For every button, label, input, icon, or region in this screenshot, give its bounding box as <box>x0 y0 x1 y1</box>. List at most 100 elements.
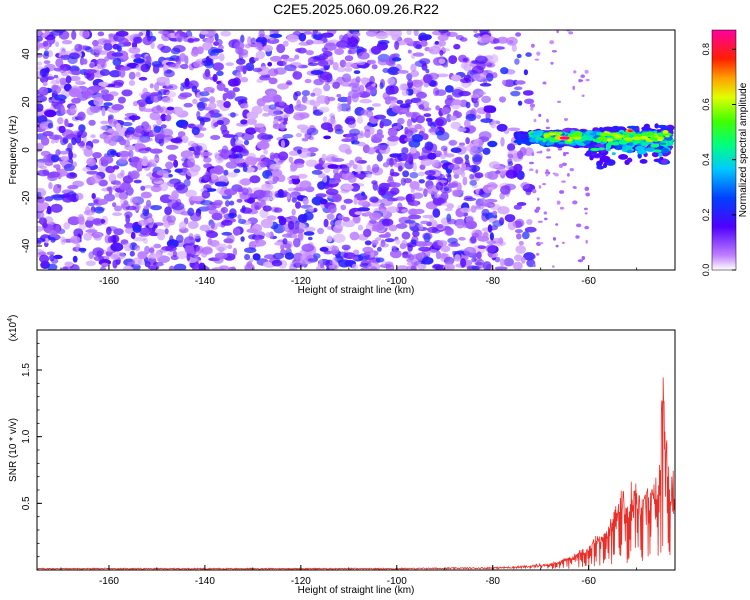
heatmap-cell <box>326 179 339 185</box>
heatmap-cell <box>410 63 417 72</box>
heatmap-cell <box>48 182 53 190</box>
heatmap-y-tick-label: -20 <box>21 190 32 205</box>
heatmap-x-tick-label: -60 <box>581 276 596 287</box>
heatmap-cell <box>271 169 283 177</box>
heatmap-cell <box>524 226 537 233</box>
heatmap-cell <box>406 30 412 36</box>
heatmap-cell <box>83 209 95 216</box>
heatmap-cell <box>175 234 184 243</box>
snr-x-axis-label: Height of straight line (km) <box>298 585 415 596</box>
heatmap-cell <box>94 47 103 54</box>
heatmap-cell <box>578 79 584 82</box>
heatmap-cell <box>514 229 523 234</box>
heatmap-cell <box>360 48 367 53</box>
heatmap-cell <box>142 155 148 166</box>
heatmap-cell <box>439 253 448 259</box>
heatmap-signal-cell <box>625 137 633 142</box>
heatmap-cell <box>221 219 233 226</box>
heatmap-cell <box>210 89 215 94</box>
heatmap-signal-cell <box>613 141 619 145</box>
heatmap-cell <box>564 118 568 121</box>
heatmap-cell <box>196 116 204 121</box>
heatmap-cell <box>447 237 458 244</box>
heatmap-cell <box>327 126 334 133</box>
heatmap-cell <box>92 247 104 257</box>
heatmap-cell <box>413 208 425 214</box>
heatmap-cell <box>389 157 394 168</box>
heatmap-cell <box>585 239 588 244</box>
heatmap-signal-cell <box>640 135 648 140</box>
heatmap-cell <box>556 30 560 34</box>
heatmap-cell <box>428 127 440 133</box>
heatmap-cell <box>256 140 270 150</box>
heatmap-cell <box>395 223 408 229</box>
heatmap-cell <box>220 206 229 214</box>
heatmap-y-tick-label: 20 <box>21 96 32 108</box>
snr-x-tick-label: -140 <box>195 576 215 587</box>
heatmap-cell <box>44 109 57 118</box>
heatmap-cell <box>453 43 461 50</box>
heatmap-cell <box>159 181 169 192</box>
heatmap-cell <box>102 93 114 102</box>
heatmap-cell <box>559 190 565 194</box>
heatmap-cell <box>577 259 584 263</box>
heatmap-cell <box>82 145 93 153</box>
heatmap-cell <box>229 208 237 217</box>
heatmap-cell <box>37 237 46 243</box>
heatmap-cell <box>239 103 249 109</box>
heatmap-cell <box>487 140 498 148</box>
heatmap-cell <box>296 99 302 109</box>
heatmap-cell <box>404 137 413 142</box>
heatmap-cell <box>410 70 420 78</box>
heatmap-cell <box>375 237 382 242</box>
heatmap-cell <box>336 67 346 73</box>
heatmap-cell <box>192 196 204 202</box>
heatmap-cell <box>538 242 544 245</box>
heatmap-cell <box>102 39 112 44</box>
heatmap-cell <box>130 196 139 204</box>
heatmap-cell <box>47 263 58 270</box>
heatmap-signal-cell <box>605 148 611 152</box>
heatmap-cell <box>456 224 464 229</box>
heatmap-cell <box>73 228 84 238</box>
heatmap-cell <box>215 243 228 252</box>
heatmap-cell <box>585 78 590 82</box>
heatmap-cell <box>214 33 219 42</box>
heatmap-cell <box>482 147 491 155</box>
heatmap-cell <box>465 101 471 109</box>
heatmap-cell <box>307 62 319 67</box>
snr-x-tick-label: -60 <box>581 576 596 587</box>
heatmap-cell <box>348 82 360 88</box>
heatmap-cell <box>412 253 423 260</box>
heatmap-signal-cell <box>557 131 563 135</box>
heatmap-cell <box>469 179 478 186</box>
heatmap-cell <box>239 148 250 157</box>
heatmap-cell <box>84 46 93 53</box>
heatmap-cell <box>49 134 62 140</box>
heatmap-signal-cell <box>596 165 605 170</box>
heatmap-cell <box>412 192 424 199</box>
heatmap-cell <box>131 156 140 163</box>
heatmap-cell <box>403 153 414 162</box>
heatmap-cell <box>530 107 534 111</box>
heatmap-cell <box>245 127 257 135</box>
heatmap-cell <box>362 246 374 254</box>
heatmap-cell <box>187 207 195 217</box>
heatmap-cell <box>82 166 91 172</box>
heatmap-cell <box>572 85 576 91</box>
heatmap-cell <box>132 128 145 138</box>
heatmap-cell <box>165 144 179 150</box>
heatmap-cell <box>140 63 151 73</box>
heatmap-cell <box>294 163 305 169</box>
heatmap-cell <box>103 193 116 202</box>
heatmap-cell <box>464 259 473 266</box>
heatmap-cell <box>124 222 135 229</box>
heatmap-cell <box>310 70 324 75</box>
heatmap-cell <box>210 174 218 180</box>
heatmap-signal-cell <box>631 136 642 141</box>
heatmap-cell <box>381 182 392 188</box>
heatmap-cell <box>480 118 493 123</box>
heatmap-cell <box>487 224 493 233</box>
heatmap-cell <box>337 96 350 103</box>
heatmap-cell <box>465 137 470 145</box>
